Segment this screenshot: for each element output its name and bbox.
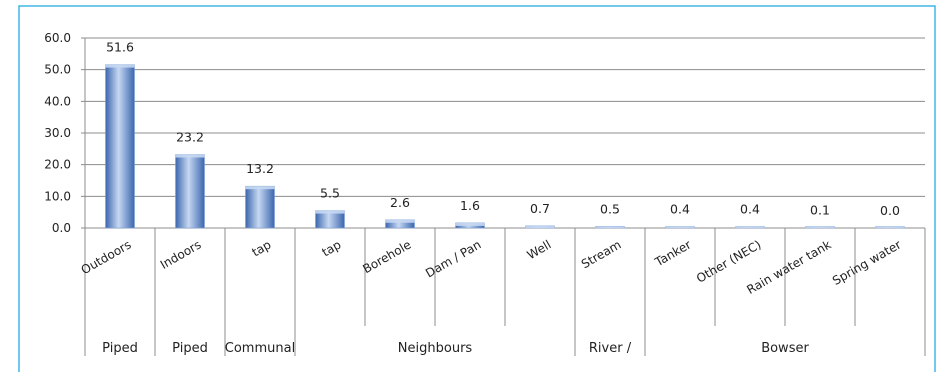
y-tick-label: 60.0 xyxy=(44,31,71,45)
bar-cap xyxy=(455,222,485,226)
y-tick-label: 10.0 xyxy=(44,189,71,203)
category-label: Indoors xyxy=(158,237,204,271)
y-tick-label: 40.0 xyxy=(44,94,71,108)
group-label: Neighbours xyxy=(398,341,473,356)
data-label: 0.0 xyxy=(880,203,900,218)
y-tick-label: 50.0 xyxy=(44,63,71,77)
data-label: 2.6 xyxy=(390,195,410,210)
category-label: Borehole xyxy=(360,237,413,276)
bar-cap xyxy=(525,225,555,228)
data-label: 1.6 xyxy=(460,198,480,213)
group-label: Piped xyxy=(102,341,138,356)
category-label: Stream xyxy=(579,237,624,271)
y-tick-label: 20.0 xyxy=(44,158,71,172)
bar-cap xyxy=(105,64,135,68)
category-label: tap xyxy=(319,237,343,259)
bar-cap xyxy=(805,226,835,228)
bar-cap xyxy=(665,226,695,228)
data-label: 0.1 xyxy=(810,203,830,218)
data-label: 0.5 xyxy=(600,201,620,216)
group-label: Bowser xyxy=(761,341,809,356)
data-label: 0.7 xyxy=(530,201,550,216)
category-label: Tanker xyxy=(652,237,694,269)
data-label: 23.2 xyxy=(176,130,204,145)
bar-cap xyxy=(735,226,765,228)
data-label: 51.6 xyxy=(106,40,134,55)
bar xyxy=(175,154,205,229)
category-label: Spring water xyxy=(830,237,904,288)
data-label: 5.5 xyxy=(320,186,340,201)
bar-cap xyxy=(875,226,905,228)
bar xyxy=(105,64,135,229)
y-tick-label: 0.0 xyxy=(52,221,71,235)
bar-cap xyxy=(385,219,415,223)
bar-cap xyxy=(315,210,345,214)
bar-cap xyxy=(245,186,275,190)
group-label: Piped xyxy=(172,341,208,356)
category-label: Outdoors xyxy=(79,237,134,277)
category-label: tap xyxy=(249,237,273,259)
y-tick-label: 30.0 xyxy=(44,126,71,140)
group-label: River / xyxy=(589,341,632,356)
category-label: Other (NEC) xyxy=(694,237,764,285)
bar xyxy=(245,185,275,229)
chart-border xyxy=(18,5,936,372)
data-label: 0.4 xyxy=(670,202,690,217)
category-label: Dam / Pan xyxy=(423,237,483,280)
data-label: 0.4 xyxy=(740,202,760,217)
data-label: 13.2 xyxy=(246,161,274,176)
bar-cap xyxy=(175,154,205,158)
category-label: Well xyxy=(525,237,554,262)
group-label: Communal xyxy=(225,341,295,356)
bar-cap xyxy=(595,226,625,228)
